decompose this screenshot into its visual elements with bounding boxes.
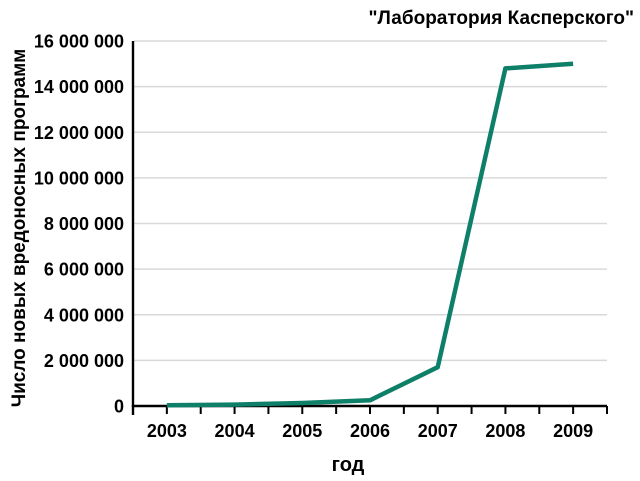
gridlines [134, 40, 607, 362]
y-tick-label: 0 [114, 397, 124, 417]
y-tick-labels: 0 2 000 000 4 000 000 6 000 000 8 000 000 10 … [34, 32, 124, 417]
x-tick-labels: 2003 2004 2005 2006 2007 2008 2009 [147, 421, 593, 441]
series-line [166, 61, 574, 408]
brand-title: "Лаборатория Касперского" [368, 8, 634, 29]
x-tick-label: 2005 [282, 421, 322, 441]
y-tick-label: 14 000 000 [34, 77, 124, 97]
axes [131, 41, 608, 415]
y-tick-label: 8 000 000 [44, 214, 124, 234]
y-tick-label: 2 000 000 [44, 351, 124, 371]
y-tick-label: 4 000 000 [44, 305, 124, 325]
x-tick-label: 2008 [485, 421, 525, 441]
y-tick-label: 12 000 000 [34, 123, 124, 143]
x-axis-title: год [332, 454, 365, 476]
x-tick-label: 2006 [350, 421, 390, 441]
x-tick-label: 2009 [553, 421, 593, 441]
y-tick-label: 16 000 000 [34, 32, 124, 52]
series-line-group [166, 61, 574, 408]
y-tick-label: 10 000 000 [34, 168, 124, 188]
x-tick-label: 2003 [147, 421, 187, 441]
y-tick-label: 6 000 000 [44, 260, 124, 280]
y-axis-title: Число новых вредоносных программ [9, 49, 30, 408]
x-tick-label: 2007 [418, 421, 458, 441]
x-tick-label: 2004 [215, 421, 255, 441]
